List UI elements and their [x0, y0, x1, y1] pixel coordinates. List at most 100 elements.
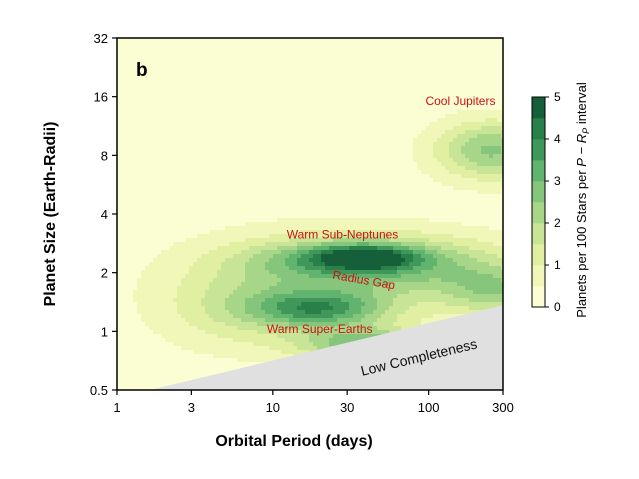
density-cell	[333, 106, 338, 111]
density-cell	[205, 362, 210, 367]
density-cell	[269, 206, 274, 211]
density-cell	[265, 66, 270, 71]
density-cell	[297, 106, 302, 111]
density-cell	[161, 234, 166, 239]
density-cell	[281, 62, 286, 67]
density-cell	[157, 42, 162, 47]
density-cell	[261, 266, 266, 271]
density-cell	[189, 354, 194, 359]
density-cell	[165, 182, 170, 187]
density-cell	[325, 54, 330, 59]
density-cell	[261, 334, 266, 339]
density-cell	[305, 302, 310, 307]
density-cell	[333, 234, 338, 239]
density-cell	[269, 354, 274, 359]
density-cell	[217, 202, 222, 207]
density-cell	[281, 98, 286, 103]
density-cell	[169, 58, 174, 63]
density-cell	[317, 114, 322, 119]
density-cell	[117, 206, 122, 211]
density-cell	[273, 230, 278, 235]
density-cell	[333, 190, 338, 195]
density-cell	[317, 118, 322, 123]
density-cell	[241, 134, 246, 139]
density-cell	[233, 270, 238, 275]
density-cell	[121, 218, 126, 223]
density-cell	[317, 238, 322, 243]
density-cell	[137, 170, 142, 175]
density-cell	[277, 238, 282, 243]
density-cell	[301, 218, 306, 223]
density-cell	[205, 322, 210, 327]
density-cell	[169, 270, 174, 275]
density-cell	[213, 326, 218, 331]
density-cell	[133, 142, 138, 147]
density-cell	[205, 266, 210, 271]
density-cell	[221, 134, 226, 139]
density-cell	[165, 222, 170, 227]
density-cell	[233, 198, 238, 203]
density-cell	[261, 242, 266, 247]
density-cell	[193, 110, 198, 115]
density-cell	[201, 190, 206, 195]
density-cell	[217, 70, 222, 75]
density-cell	[121, 242, 126, 247]
density-cell	[125, 374, 130, 379]
density-cell	[237, 178, 242, 183]
density-cell	[317, 342, 322, 347]
density-cell	[165, 114, 170, 119]
density-cell	[153, 182, 158, 187]
density-cell	[253, 234, 258, 239]
density-cell	[309, 158, 314, 163]
density-cell	[177, 246, 182, 251]
density-cell	[121, 150, 126, 155]
density-cell	[329, 198, 334, 203]
density-cell	[277, 278, 282, 283]
density-cell	[257, 242, 262, 247]
density-cell	[181, 94, 186, 99]
density-cell	[273, 322, 278, 327]
density-cell	[241, 42, 246, 47]
density-cell	[153, 174, 158, 179]
density-cell	[213, 114, 218, 119]
density-cell	[257, 158, 262, 163]
density-cell	[169, 62, 174, 67]
density-cell	[245, 46, 250, 51]
density-cell	[225, 254, 230, 259]
density-cell	[341, 38, 346, 43]
density-cell	[197, 66, 202, 71]
density-cell	[301, 86, 306, 91]
density-cell	[257, 178, 262, 183]
density-cell	[145, 130, 150, 135]
density-cell	[117, 214, 122, 219]
density-cell	[281, 326, 286, 331]
density-cell	[309, 58, 314, 63]
density-cell	[141, 302, 146, 307]
density-cell	[161, 74, 166, 79]
density-cell	[173, 90, 178, 95]
density-cell	[217, 238, 222, 243]
density-cell	[185, 266, 190, 271]
density-cell	[185, 310, 190, 315]
density-cell	[285, 330, 290, 335]
density-cell	[265, 358, 270, 363]
density-cell	[225, 110, 230, 115]
density-cell	[217, 270, 222, 275]
density-cell	[329, 306, 334, 311]
density-cell	[181, 38, 186, 43]
density-cell	[277, 270, 282, 275]
density-cell	[193, 114, 198, 119]
density-cell	[305, 126, 310, 131]
density-cell	[309, 134, 314, 139]
density-cell	[173, 254, 178, 259]
density-cell	[117, 182, 122, 187]
density-cell	[189, 326, 194, 331]
density-cell	[321, 42, 326, 47]
density-cell	[225, 290, 230, 295]
density-cell	[125, 126, 130, 131]
density-cell	[265, 342, 270, 347]
density-cell	[309, 246, 314, 251]
density-cell	[149, 198, 154, 203]
density-cell	[117, 238, 122, 243]
density-cell	[133, 350, 138, 355]
